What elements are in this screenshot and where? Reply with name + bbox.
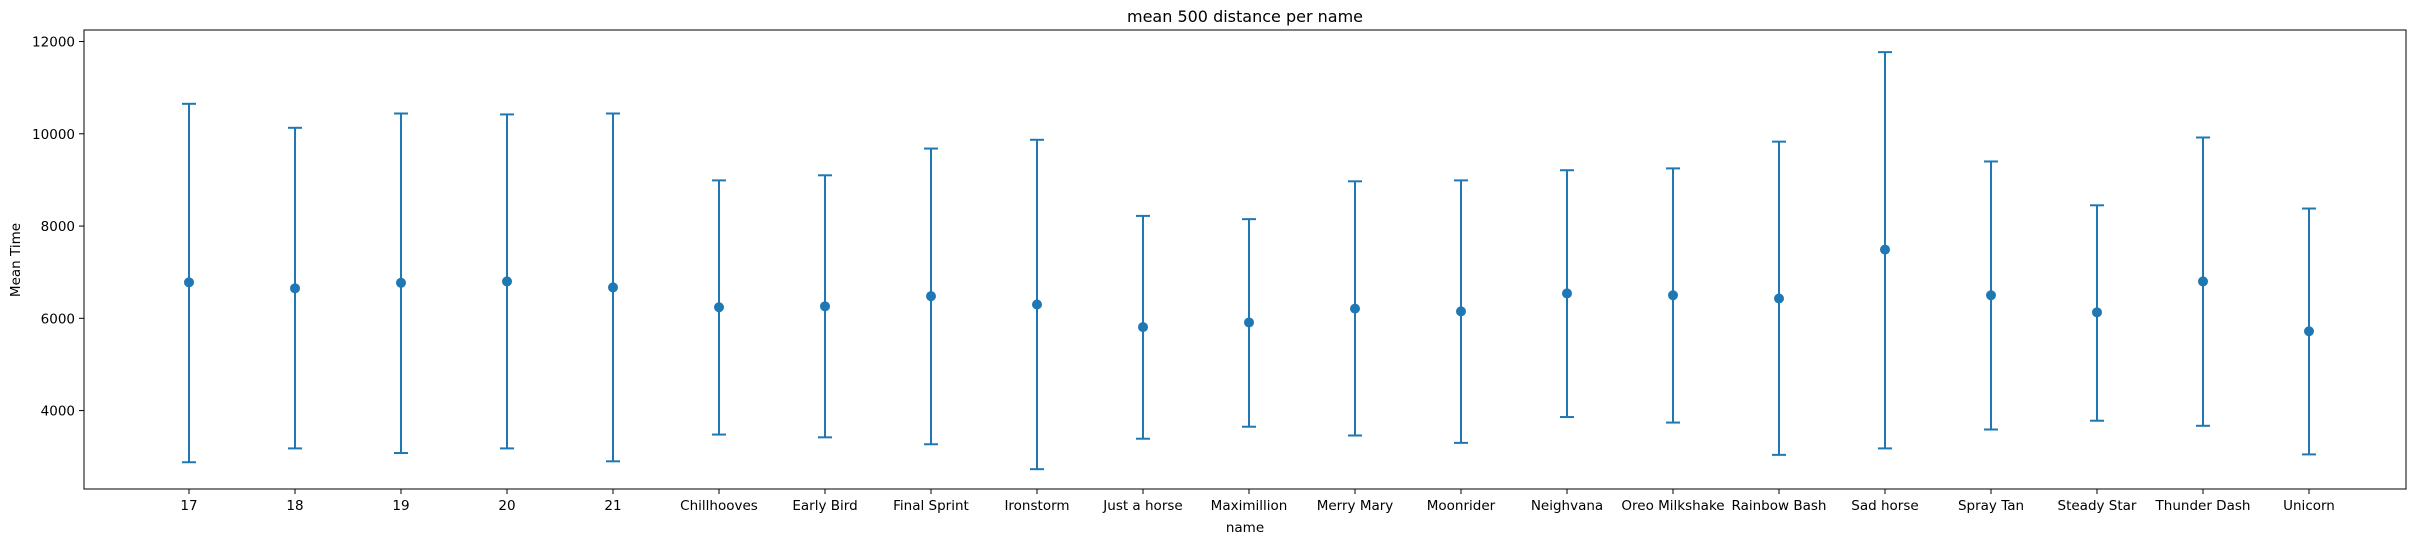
x-tick-label: 17 xyxy=(180,498,197,514)
x-tick-label: 21 xyxy=(604,498,621,514)
x-tick-label: Sad horse xyxy=(1851,498,1918,514)
data-point xyxy=(184,277,194,288)
x-tick-label: Steady Star xyxy=(2058,498,2137,514)
x-tick-label: Merry Mary xyxy=(1317,498,1394,514)
x-tick-label: Final Sprint xyxy=(893,498,969,514)
x-tick-label: Maximillion xyxy=(1211,498,1288,514)
x-tick-label: Rainbow Bash xyxy=(1732,498,1827,514)
y-tick-label: 10000 xyxy=(32,127,75,143)
x-tick-label: Oreo Milkshake xyxy=(1621,498,1724,514)
data-point xyxy=(2304,326,2314,337)
data-point xyxy=(1244,317,1254,328)
data-point xyxy=(1668,290,1678,301)
data-point xyxy=(502,276,512,287)
data-point xyxy=(2092,307,2102,318)
data-point xyxy=(1032,299,1042,310)
x-tick-label: Just a horse xyxy=(1102,498,1182,514)
y-tick-label: 8000 xyxy=(41,219,75,235)
x-tick-label: Moonrider xyxy=(1427,498,1496,514)
data-point xyxy=(290,283,300,294)
data-point xyxy=(1350,303,1360,314)
data-point xyxy=(820,301,830,312)
x-tick-label: 20 xyxy=(498,498,515,514)
data-point xyxy=(1456,306,1466,317)
data-point xyxy=(1562,288,1572,299)
x-tick-label: Ironstorm xyxy=(1004,498,1069,514)
y-tick-label: 6000 xyxy=(41,311,75,327)
y-tick-label: 4000 xyxy=(41,404,75,420)
data-point xyxy=(396,277,406,288)
data-point xyxy=(1880,244,1890,255)
x-tick-label: Early Bird xyxy=(792,498,857,514)
plot-area: 4000 6000 8000 10000 12000 17 18 19 20 21 Chillhoo… xyxy=(32,35,2335,514)
x-axis-label: name xyxy=(1226,520,1264,536)
chart-title: mean 500 distance per name xyxy=(1127,7,1363,26)
data-point xyxy=(608,282,618,293)
data-point xyxy=(714,302,724,313)
y-tick-label: 12000 xyxy=(32,35,75,51)
plot-frame xyxy=(83,29,2407,490)
x-tick-label: 18 xyxy=(286,498,303,514)
data-point xyxy=(2198,276,2208,287)
x-tick-label: Thunder Dash xyxy=(2155,498,2251,514)
x-tick-label: Chillhooves xyxy=(680,498,758,514)
data-point xyxy=(1774,293,1784,304)
x-tick-label: Spray Tan xyxy=(1958,498,2024,514)
data-point xyxy=(926,291,936,302)
data-point xyxy=(1138,322,1148,333)
x-tick-label: Unicorn xyxy=(2283,498,2335,514)
data-point xyxy=(1986,290,1996,301)
y-axis-label: Mean Time xyxy=(8,223,24,297)
x-tick-label: Neighvana xyxy=(1531,498,1603,514)
x-tick-label: 19 xyxy=(392,498,409,514)
